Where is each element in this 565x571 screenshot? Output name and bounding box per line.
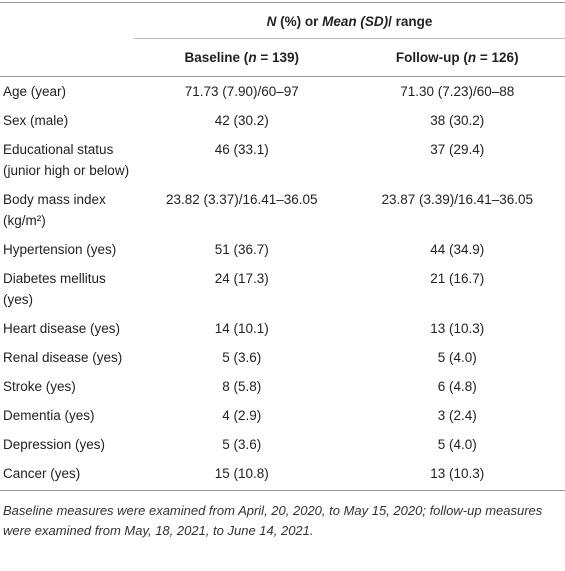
- row-label: Depression (yes): [0, 430, 134, 459]
- cell: 37 (29.4): [350, 135, 565, 185]
- row-label: Age (year): [0, 77, 134, 107]
- row-label: Heart disease (yes): [0, 314, 134, 343]
- table-row: Renal disease (yes)5 (3.6)5 (4.0): [0, 343, 565, 372]
- row-label: Diabetes mellitus (yes): [0, 264, 134, 314]
- cell: 6 (4.8): [350, 372, 565, 401]
- cell: 5 (4.0): [350, 343, 565, 372]
- header-text: / range: [388, 14, 432, 29]
- cell: 38 (30.2): [350, 106, 565, 135]
- table-row: Dementia (yes)4 (2.9)3 (2.4): [0, 401, 565, 430]
- row-label: Sex (male): [0, 106, 134, 135]
- header-text: (%) or: [276, 14, 322, 29]
- column-header: Baseline (n = 139): [134, 39, 350, 77]
- row-label: Cancer (yes): [0, 459, 134, 491]
- cell: 23.82 (3.37)/16.41–36.05: [134, 185, 350, 235]
- table-row: Diabetes mellitus (yes)24 (17.3)21 (16.7…: [0, 264, 565, 314]
- header-text: Follow-up (: [396, 50, 468, 65]
- cell: 4 (2.9): [134, 401, 350, 430]
- cell: 46 (33.1): [134, 135, 350, 185]
- header-text: = 126): [476, 50, 518, 65]
- cell: 44 (34.9): [350, 235, 565, 264]
- cell: 13 (10.3): [350, 314, 565, 343]
- row-label: Hypertension (yes): [0, 235, 134, 264]
- corner: [0, 39, 134, 77]
- footnote: Baseline measures were examined from Apr…: [0, 491, 565, 541]
- group-header: N (%) or Mean (SD)/ range: [134, 3, 565, 39]
- cell: 13 (10.3): [350, 459, 565, 491]
- cell: 5 (3.6): [134, 343, 350, 372]
- cell: 42 (30.2): [134, 106, 350, 135]
- cell: 23.87 (3.39)/16.41–36.05: [350, 185, 565, 235]
- header-row: Baseline (n = 139) Follow-up (n = 126): [0, 39, 565, 77]
- table-row: Heart disease (yes)14 (10.1)13 (10.3): [0, 314, 565, 343]
- cell: 14 (10.1): [134, 314, 350, 343]
- row-label: Body mass index (kg/m²): [0, 185, 134, 235]
- table-row: Body mass index (kg/m²)23.82 (3.37)/16.4…: [0, 185, 565, 235]
- table-row: Sex (male)42 (30.2)38 (30.2): [0, 106, 565, 135]
- row-label: Renal disease (yes): [0, 343, 134, 372]
- cell: 71.73 (7.90)/60–97: [134, 77, 350, 107]
- row-label: Stroke (yes): [0, 372, 134, 401]
- header-text: N: [267, 14, 277, 29]
- cell: 21 (16.7): [350, 264, 565, 314]
- header-text: = 139): [257, 50, 299, 65]
- header-row: N (%) or Mean (SD)/ range: [0, 3, 565, 39]
- cell: 51 (36.7): [134, 235, 350, 264]
- table-row: Hypertension (yes)51 (36.7)44 (34.9): [0, 235, 565, 264]
- table-row: Cancer (yes)15 (10.8)13 (10.3): [0, 459, 565, 491]
- cell: 71.30 (7.23)/60–88: [350, 77, 565, 107]
- table-row: Educational status (junior high or below…: [0, 135, 565, 185]
- cell: 24 (17.3): [134, 264, 350, 314]
- column-header: Follow-up (n = 126): [350, 39, 565, 77]
- cell: 5 (3.6): [134, 430, 350, 459]
- cell: 15 (10.8): [134, 459, 350, 491]
- table-row: Depression (yes)5 (3.6)5 (4.0): [0, 430, 565, 459]
- row-label: Dementia (yes): [0, 401, 134, 430]
- header-text: n: [468, 50, 476, 65]
- row-label: Educational status (junior high or below…: [0, 135, 134, 185]
- table-row: Stroke (yes)8 (5.8)6 (4.8): [0, 372, 565, 401]
- data-table: N (%) or Mean (SD)/ range Baseline (n = …: [0, 2, 565, 491]
- cell: 8 (5.8): [134, 372, 350, 401]
- corner: [0, 3, 134, 39]
- cell: 5 (4.0): [350, 430, 565, 459]
- header-text: Baseline (: [185, 50, 249, 65]
- cell: 3 (2.4): [350, 401, 565, 430]
- header-text: n: [248, 50, 256, 65]
- header-text: Mean (SD): [322, 14, 388, 29]
